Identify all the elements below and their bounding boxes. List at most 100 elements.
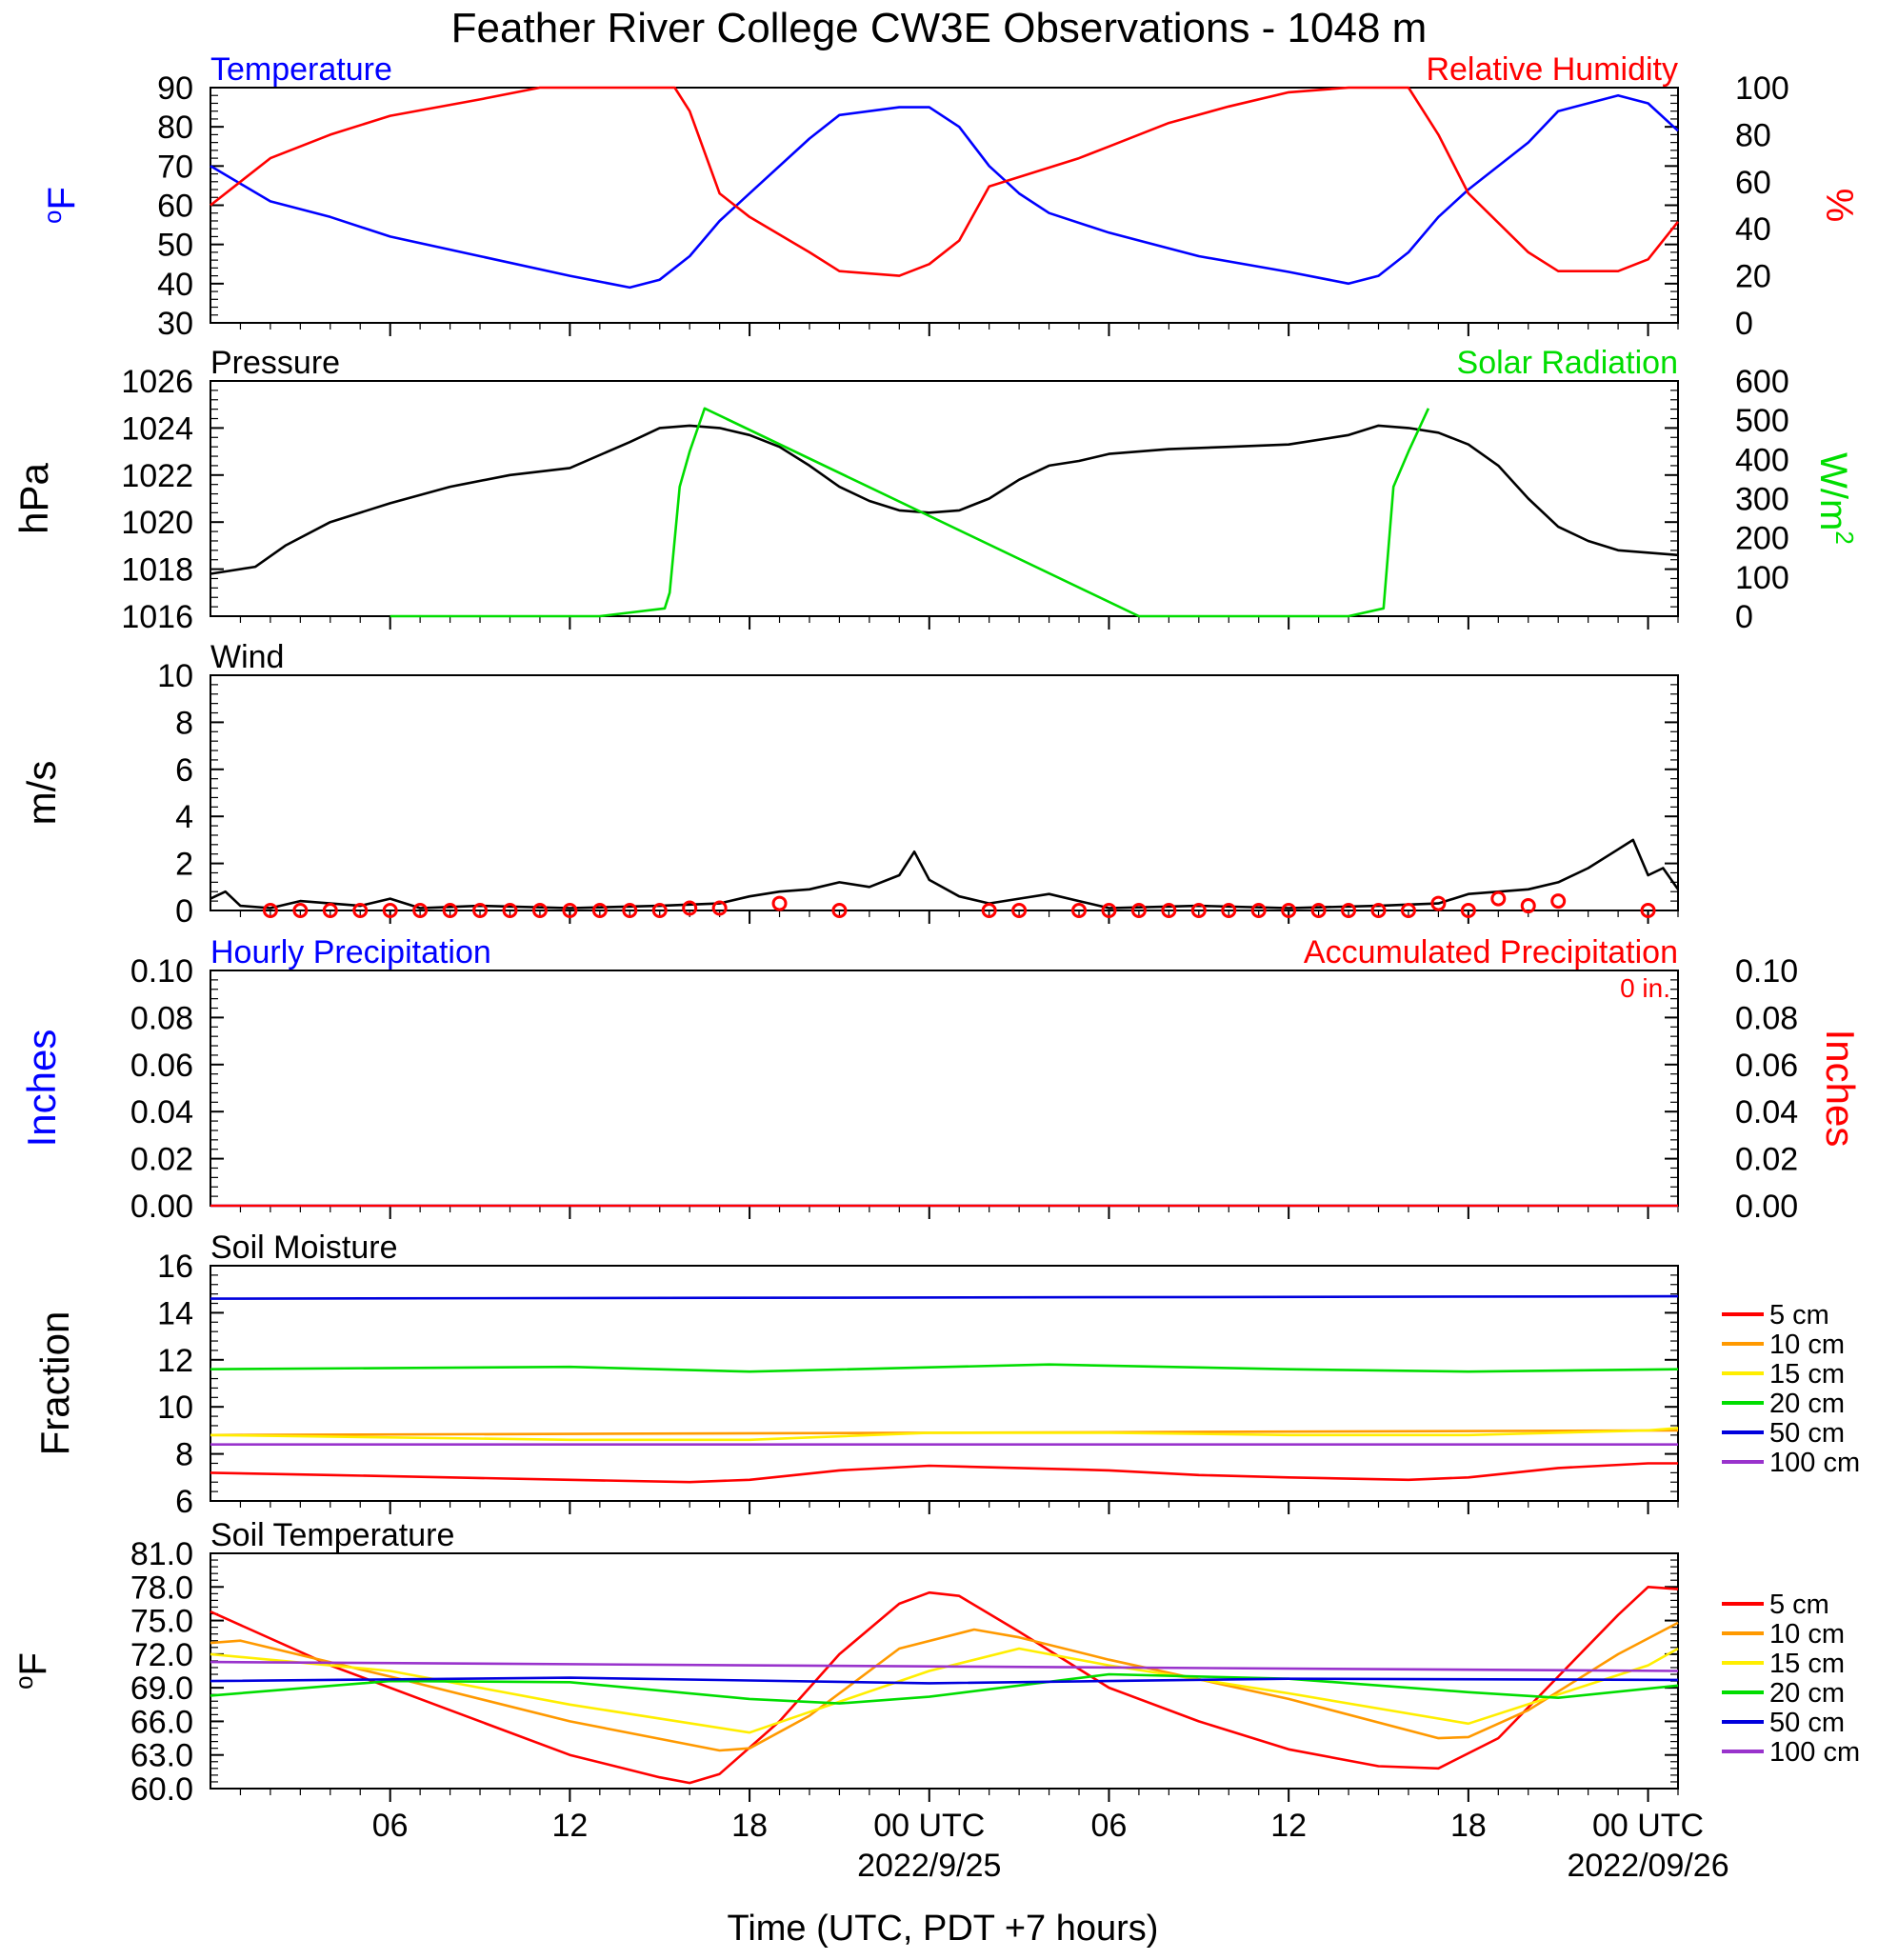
time-tick-label: 18	[731, 1808, 768, 1844]
panel-soil_temperature: 81.078.075.072.069.066.063.060.0 Soil Tem…	[10, 1517, 1860, 1808]
series-line-5-cm	[210, 1462, 1678, 1484]
series-line-15-cm	[210, 1427, 1679, 1442]
series-line-humidity	[210, 86, 1680, 277]
left-tick-label: 60	[157, 189, 193, 225]
wind-calm-marker	[352, 903, 369, 918]
left-tick-label: 0.02	[130, 1142, 193, 1178]
figure-title: Feather River College CW3E Observations …	[451, 5, 1428, 51]
right-tick-label: 0.02	[1735, 1142, 1798, 1178]
legend-label: 5 cm	[1769, 1590, 1829, 1620]
legend-label: 10 cm	[1769, 1619, 1845, 1650]
series-line-15-cm	[210, 1647, 1679, 1734]
right-tick-label: 40	[1735, 211, 1771, 248]
wind-calm-marker	[262, 903, 278, 918]
series-line-temperature	[210, 93, 1679, 290]
wind-calm-marker	[831, 903, 848, 918]
panel-left-title: Soil Moisture	[210, 1230, 398, 1266]
wind-calm-marker	[1011, 903, 1028, 918]
wind-calm-marker	[1310, 903, 1327, 918]
plot-frame	[210, 380, 1679, 617]
wind-calm-marker	[1640, 903, 1656, 918]
right-tick-label: 20	[1735, 259, 1771, 295]
left-tick-label: 1020	[121, 505, 193, 541]
panel-precip: 0.10 0.08 0.06 0.04 0.02 0.00 0.10 0.08 0.06 0.04…	[19, 934, 1863, 1225]
left-tick-label: 1018	[121, 552, 193, 589]
left-tick-label: 80	[157, 110, 193, 146]
left-tick-label: 12	[157, 1343, 193, 1379]
wind-calm-marker	[622, 903, 638, 918]
left-tick-label: 40	[157, 267, 193, 303]
series-line-50-cm	[210, 1676, 1679, 1685]
wind-calm-marker	[1221, 903, 1237, 918]
right-tick-label: 500	[1735, 403, 1789, 439]
wind-calm-marker	[1250, 903, 1267, 918]
left-tick-label: 0.06	[130, 1048, 193, 1084]
right-tick-label: 0.08	[1735, 1000, 1798, 1036]
left-tick-label: 4	[175, 799, 193, 835]
right-tick-label: 400	[1735, 442, 1789, 478]
left-axis-label: Fraction	[32, 1311, 77, 1456]
right-tick-label: 0.04	[1735, 1094, 1798, 1130]
panel-left-title: Temperature	[210, 51, 392, 88]
wind-calm-marker	[1430, 895, 1447, 911]
left-tick-label: 6	[175, 1484, 193, 1520]
series-line-wind	[210, 838, 1680, 910]
series-line-20-cm	[210, 1363, 1679, 1373]
left-axis-label: m/s	[19, 761, 64, 826]
series-line-5-cm	[210, 1586, 1679, 1785]
left-tick-label: 8	[175, 1437, 193, 1473]
right-tick-label: 600	[1735, 364, 1789, 400]
left-tick-label: 66.0	[130, 1704, 193, 1740]
wind-calm-marker	[292, 903, 309, 918]
wind-calm-marker	[1370, 903, 1387, 918]
time-tick-label: 06	[1091, 1808, 1128, 1844]
wind-calm-marker	[1460, 903, 1476, 918]
panel-right-title: Accumulated Precipitation	[1304, 934, 1678, 970]
time-tick-label: 2022/9/25	[857, 1848, 1001, 1884]
legend-label: 50 cm	[1769, 1708, 1845, 1738]
right-tick-label: 0.10	[1735, 953, 1798, 990]
plot-frame	[210, 674, 1679, 911]
legend-label: 10 cm	[1769, 1330, 1845, 1360]
left-tick-label: 78.0	[130, 1570, 193, 1606]
left-tick-label: 0.10	[130, 953, 193, 990]
right-tick-label: 200	[1735, 521, 1789, 557]
wind-calm-marker	[771, 895, 788, 911]
wind-calm-marker	[711, 900, 728, 916]
legend-label: 5 cm	[1769, 1300, 1829, 1330]
left-tick-label: 1024	[121, 410, 193, 447]
time-tick-label: 18	[1450, 1808, 1487, 1844]
time-tick-label: 00 UTC	[1592, 1808, 1704, 1844]
left-tick-label: 8	[175, 705, 193, 741]
legend-label: 100 cm	[1769, 1737, 1860, 1768]
time-tick-label: 12	[551, 1808, 588, 1844]
legend-label: 20 cm	[1769, 1389, 1845, 1419]
legend-label: 15 cm	[1769, 1359, 1845, 1390]
panel-right-title: Relative Humidity	[1426, 51, 1678, 88]
left-tick-label: 14	[157, 1295, 193, 1331]
panel-wind: 10 8 6 4 2 0 Wind m/s	[19, 639, 1680, 930]
time-axis-label: Time (UTC, PDT +7 hours)	[728, 1909, 1159, 1949]
wind-calm-marker	[591, 903, 608, 918]
left-tick-label: 50	[157, 228, 193, 264]
left-tick-label: 16	[157, 1249, 193, 1285]
wind-calm-marker	[442, 903, 458, 918]
series-line-solar	[390, 407, 1430, 618]
left-tick-label: 69.0	[130, 1670, 193, 1707]
left-tick-label: 81.0	[130, 1536, 193, 1572]
wind-calm-marker	[502, 903, 518, 918]
wind-calm-marker	[1130, 903, 1147, 918]
panel-left-title: Hourly Precipitation	[210, 934, 491, 970]
left-tick-label: 72.0	[130, 1637, 193, 1673]
wind-calm-marker	[562, 903, 578, 918]
series-line-100-cm	[210, 1660, 1679, 1672]
panel-left-title: Pressure	[210, 345, 340, 381]
right-tick-label: 0.00	[1735, 1189, 1798, 1225]
wind-calm-marker	[472, 903, 489, 918]
left-axis-label: oF	[38, 187, 83, 224]
left-tick-label: 1016	[121, 599, 193, 635]
wind-calm-marker	[981, 903, 997, 918]
